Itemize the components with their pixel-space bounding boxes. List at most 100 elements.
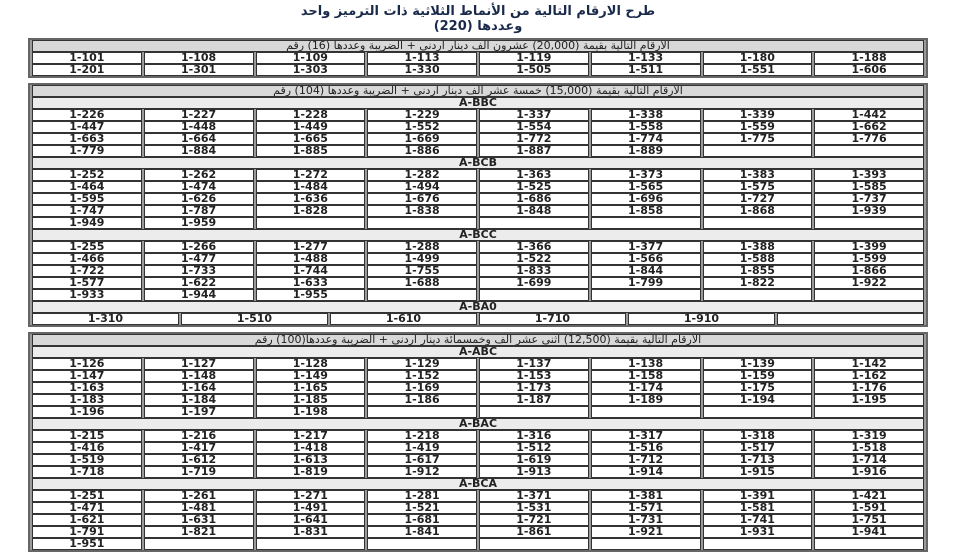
number-cell (367, 406, 477, 418)
number-cell (702, 538, 813, 550)
number-cell: 1-884 (143, 145, 254, 157)
number-cell: 1-316 (479, 430, 589, 442)
number-cell: 1-914 (590, 466, 701, 478)
table-row: 1-949 1-959 (32, 217, 924, 229)
number-cell: 1-281 (367, 490, 477, 502)
table-header-row: الارقام التالية بقيمة (15,000) خمسة عشر … (32, 85, 924, 97)
number-cell: 1-189 (590, 394, 701, 406)
number-cell: 1-822 (702, 277, 813, 289)
number-cell: 1-491 (255, 502, 366, 514)
table-row: 1-595 1-626 1-636 1-676 1-686 1-696 1-727 1-737 (32, 193, 924, 205)
document-subtitle: وعددها (220) (433, 19, 523, 34)
number-cell: 1-418 (255, 442, 366, 454)
table-row: 1-163 1-164 1-165 1-169 1-173 1-174 1-175 1-176 (32, 382, 924, 394)
number-cell: 1-272 (255, 169, 366, 181)
table-row: 1-471 1-481 1-491 1-521 1-531 1-571 1-581 1-591 (32, 502, 924, 514)
number-cell: 1-330 (367, 64, 477, 76)
number-cell: 1-861 (479, 526, 589, 538)
number-cell: 1-731 (590, 514, 701, 526)
number-cell: 1-719 (143, 466, 254, 478)
number-cell: 1-664 (143, 133, 254, 145)
number-cell: 1-255 (32, 241, 142, 253)
number-cell: 1-153 (479, 370, 589, 382)
number-cell: 1-721 (479, 514, 589, 526)
number-cell: 1-319 (814, 430, 924, 442)
number-cell: 1-186 (367, 394, 477, 406)
number-cell: 1-366 (479, 241, 589, 253)
number-cell: 1-868 (702, 205, 813, 217)
number-cell: 1-139 (702, 358, 813, 370)
table-row: 1-201 1-301 1-303 1-330 1-505 1-511 1-551 1-606 (32, 64, 924, 76)
number-cell: 1-915 (702, 466, 813, 478)
number-cell: 1-559 (702, 121, 813, 133)
section-label: A-BCA (32, 478, 924, 490)
number-cell: 1-959 (143, 217, 254, 229)
number-cell: 1-889 (590, 145, 701, 157)
number-cell: 1-310 (32, 313, 179, 325)
table-row: 1-663 1-664 1-665 1-669 1-772 1-774 1-775 1-776 (32, 133, 924, 145)
number-cell: 1-612 (143, 454, 254, 466)
number-cell: 1-525 (479, 181, 589, 193)
number-cell: 1-488 (255, 253, 366, 265)
number-cell: 1-471 (32, 502, 142, 514)
table-row: 1-183 1-184 1-185 1-186 1-187 1-189 1-194 1-195 (32, 394, 924, 406)
table-row: 1-577 1-622 1-633 1-688 1-699 1-799 1-822 1-922 (32, 277, 924, 289)
number-cell: 1-188 (814, 52, 924, 64)
number-cell: 1-216 (143, 430, 254, 442)
number-cell: 1-819 (255, 466, 366, 478)
number-cell (479, 289, 589, 301)
number-cell: 1-383 (702, 169, 813, 181)
number-cell: 1-585 (814, 181, 924, 193)
number-cell (777, 313, 924, 325)
number-cell (814, 538, 924, 550)
section-label: A-BAC (32, 418, 924, 430)
number-cell: 1-176 (814, 382, 924, 394)
number-cell: 1-194 (702, 394, 813, 406)
number-cell: 1-913 (479, 466, 589, 478)
section-label: A-BA0 (32, 301, 924, 313)
table-row: 1-621 1-631 1-641 1-681 1-721 1-731 1-741 1-751 (32, 514, 924, 526)
number-cell (590, 289, 701, 301)
section-row: A-BCA (32, 478, 924, 490)
number-cell: 1-531 (479, 502, 589, 514)
number-cell: 1-751 (814, 514, 924, 526)
number-cell: 1-516 (590, 442, 701, 454)
table-row: 1-416 1-417 1-418 1-419 1-512 1-516 1-517 1-518 (32, 442, 924, 454)
number-cell: 1-521 (367, 502, 477, 514)
number-cell: 1-165 (255, 382, 366, 394)
number-cell: 1-442 (814, 109, 924, 121)
number-cell: 1-142 (814, 358, 924, 370)
number-cell (255, 538, 366, 550)
number-cell: 1-301 (143, 64, 254, 76)
number-cell: 1-337 (479, 109, 589, 121)
table-row: 1-718 1-719 1-819 1-912 1-913 1-914 1-915 1-916 (32, 466, 924, 478)
section-row: A-BBC (32, 97, 924, 109)
number-cell: 1-399 (814, 241, 924, 253)
number-cell: 1-775 (702, 133, 813, 145)
number-cell: 1-391 (702, 490, 813, 502)
section-row: A-BCB (32, 157, 924, 169)
number-cell: 1-688 (367, 277, 477, 289)
number-cell: 1-282 (367, 169, 477, 181)
number-cell: 1-119 (479, 52, 589, 64)
number-cell: 1-481 (143, 502, 254, 514)
number-cell: 1-912 (367, 466, 477, 478)
number-cell: 1-916 (814, 466, 924, 478)
number-cell: 1-229 (367, 109, 477, 121)
table-row: 1-466 1-477 1-488 1-499 1-522 1-566 1-588 1-599 (32, 253, 924, 265)
document-title: طرح الارقام التالية من الأنماط الثلاثية … (300, 4, 656, 19)
number-cell: 1-187 (479, 394, 589, 406)
section-label: A-BCB (32, 157, 924, 169)
number-cell: 1-951 (32, 538, 142, 550)
number-cell: 1-138 (590, 358, 701, 370)
number-cell: 1-522 (479, 253, 589, 265)
number-cell: 1-599 (814, 253, 924, 265)
number-cell: 1-636 (255, 193, 366, 205)
number-cell (702, 406, 813, 418)
table-12500: الارقام التالية بقيمة (12,500) اثنى عشر … (28, 332, 928, 552)
number-cell: 1-591 (814, 502, 924, 514)
number-cell: 1-566 (590, 253, 701, 265)
table-row: 1-251 1-261 1-271 1-281 1-371 1-381 1-391 1-421 (32, 490, 924, 502)
number-cell: 1-791 (32, 526, 142, 538)
table-row: 1-101 1-108 1-109 1-113 1-119 1-133 1-180 1-188 (32, 52, 924, 64)
